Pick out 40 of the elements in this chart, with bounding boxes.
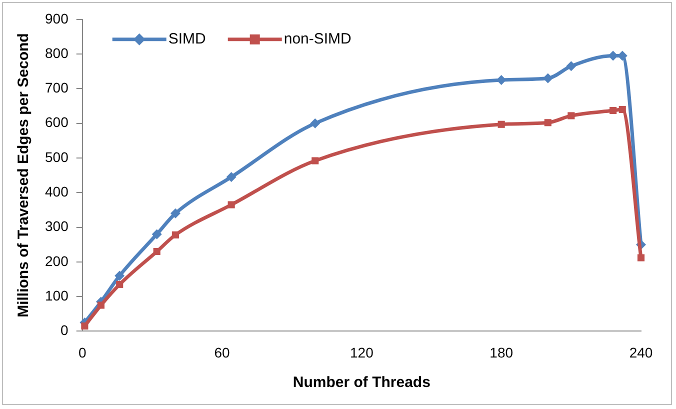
point: [116, 280, 124, 288]
y-tick-label: 700: [45, 80, 69, 96]
point: [97, 302, 105, 309]
point: [228, 201, 235, 208]
point: [172, 231, 179, 238]
y-tick-label: 200: [45, 252, 69, 269]
y-tick-label: 800: [45, 44, 69, 61]
point: [566, 61, 576, 72]
point: [610, 106, 617, 114]
point: [618, 106, 626, 114]
y-axis-title: Millions of Traversed Edges per Second: [15, 33, 32, 318]
legend-label: SIMD: [168, 30, 206, 48]
point: [152, 229, 162, 240]
x-tick-label: 180: [490, 344, 514, 360]
point: [153, 248, 160, 256]
y-tick-label: 400: [45, 183, 69, 200]
point: [310, 118, 320, 128]
point: [170, 208, 180, 218]
y-tick-label: 600: [45, 114, 69, 130]
x-tick-label: 60: [214, 344, 230, 360]
y-tick-label: 0: [60, 322, 69, 338]
point: [496, 75, 506, 86]
point: [568, 112, 575, 120]
point: [114, 270, 125, 281]
y-tick-label: 300: [45, 218, 69, 234]
x-axis-title: Number of Threads: [292, 374, 430, 392]
point: [498, 120, 505, 128]
point: [312, 157, 319, 164]
point: [542, 73, 553, 84]
x-tick-label: 0: [78, 344, 86, 360]
y-tick-label: 500: [45, 148, 69, 165]
point: [81, 322, 88, 330]
y-tick-label: 100: [45, 287, 69, 304]
y-tick-label: 900: [45, 10, 69, 26]
legend-label: non-SIMD: [284, 30, 352, 48]
x-tick-label: 120: [350, 344, 374, 360]
point: [226, 172, 236, 182]
point: [637, 254, 645, 262]
point: [544, 119, 552, 126]
x-tick-label: 240: [629, 344, 653, 360]
